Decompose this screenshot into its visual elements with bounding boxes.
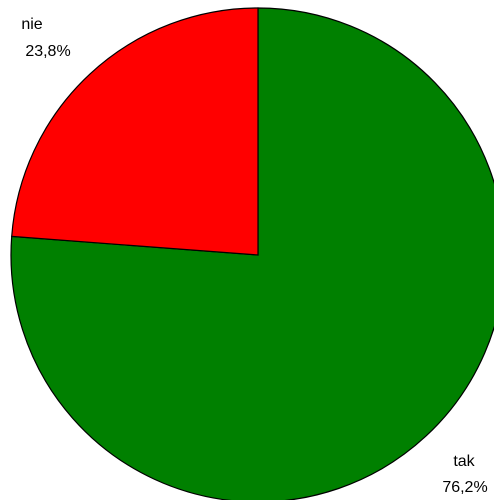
pie-slice-tak <box>10 7 494 500</box>
slice-value-nie: 23,8% <box>25 43 70 60</box>
slice-label-tak: tak <box>453 453 475 470</box>
slice-label-nie: nie <box>21 16 42 33</box>
pie-slices <box>10 7 494 500</box>
pie-slice-nie <box>11 7 259 256</box>
slice-value-tak: 76,2% <box>442 479 487 496</box>
